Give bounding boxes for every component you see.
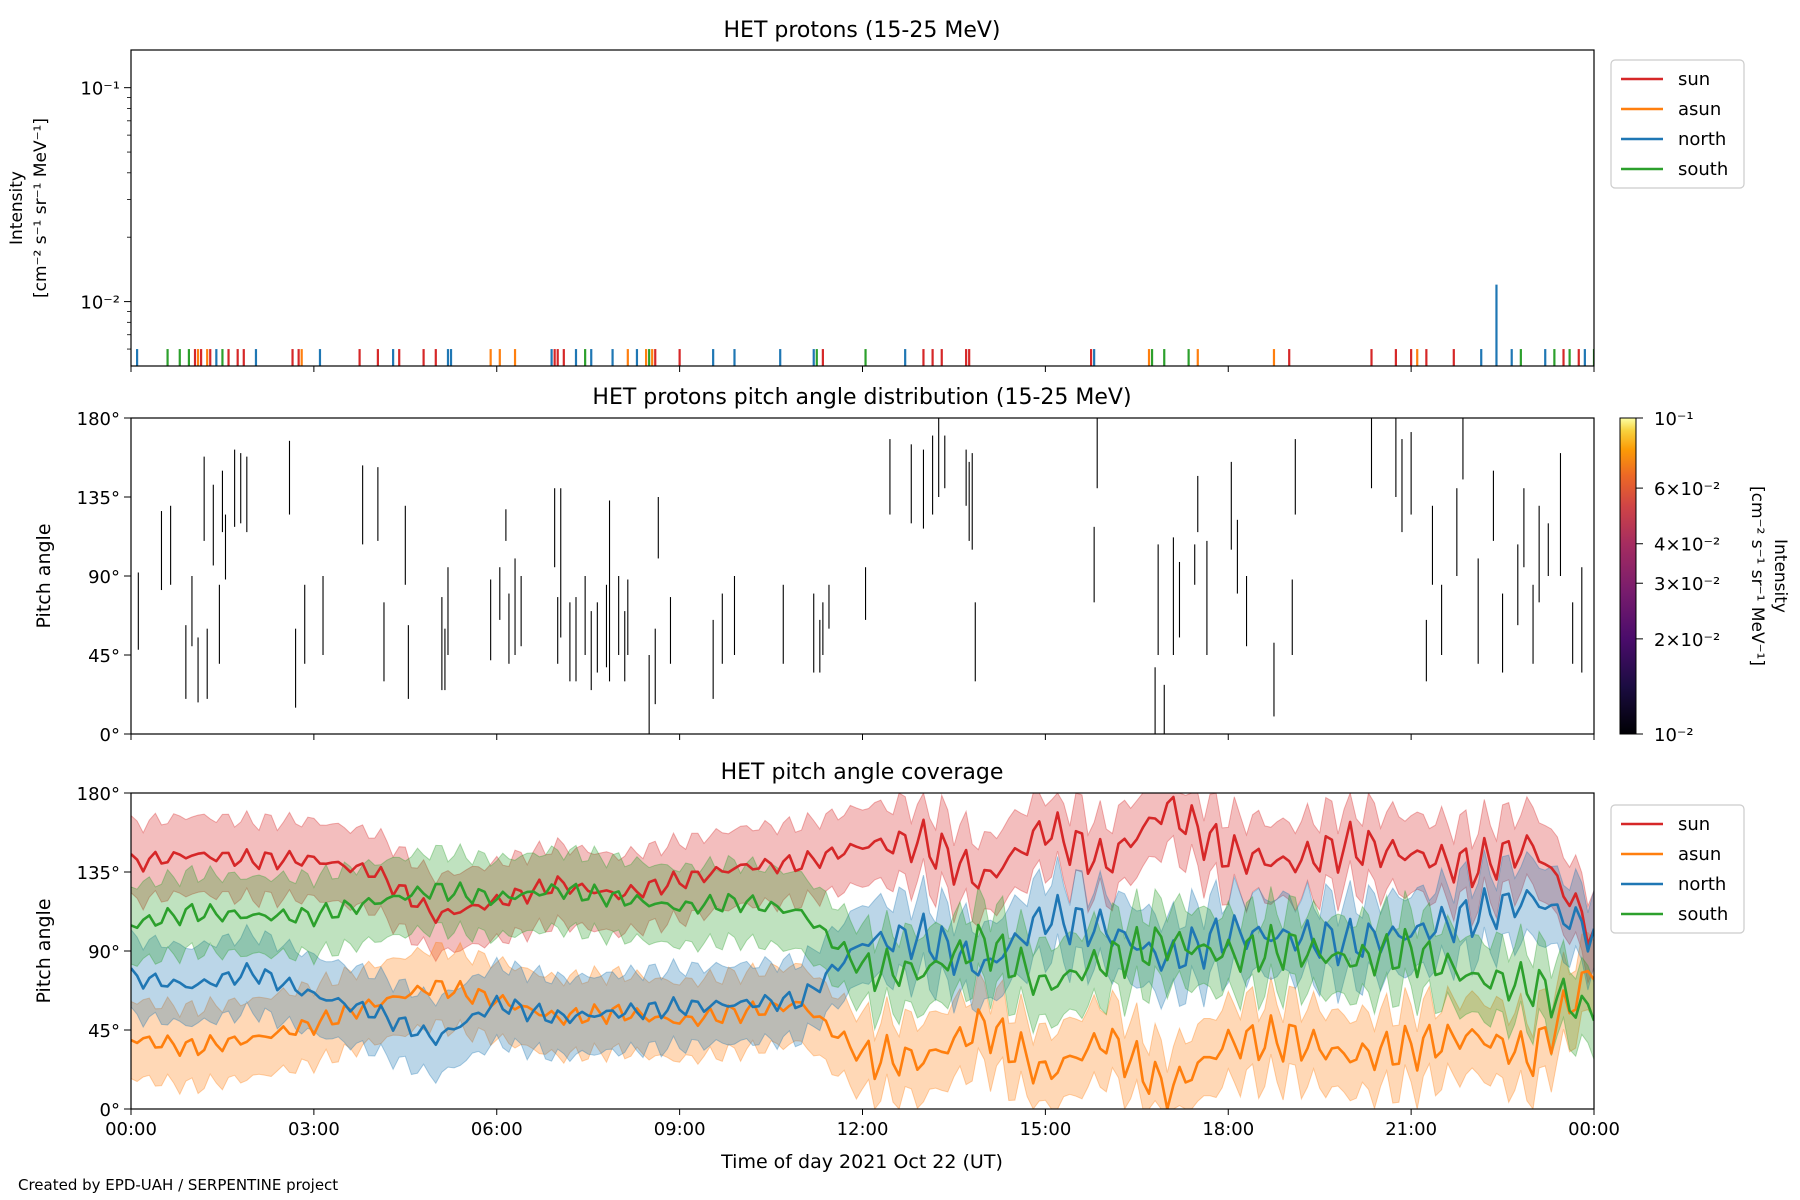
- y-tick-label: 180°: [77, 409, 120, 430]
- y-tick-label: 90°: [88, 942, 120, 963]
- colorbar-tick-label: 4×10⁻²: [1654, 535, 1720, 556]
- pad-y-ticks: 0° 45° 90° 135° 180°: [77, 409, 131, 746]
- intensity-y-ticks: 10⁻¹ 10⁻²: [80, 79, 131, 350]
- y-tick-label: 0°: [100, 725, 120, 746]
- colorbar-label-line1: Intensity: [1770, 539, 1790, 613]
- pad-x-ticks: [130, 734, 1595, 740]
- pad-axes-frame: [130, 417, 1595, 735]
- intensity-x-ticks: [130, 366, 1595, 372]
- y-tick-label: 10⁻²: [80, 293, 120, 314]
- legend-box: [1610, 804, 1745, 934]
- y-tick-label: 180°: [77, 784, 120, 805]
- intensity-ylabel-line1: Intensity: [7, 171, 27, 245]
- y-tick-label: 45°: [88, 1021, 120, 1042]
- pad-ylabel: Pitch angle: [33, 523, 55, 628]
- x-tick-label: 15:00: [1019, 1119, 1071, 1140]
- colorbar-tick-label: 3×10⁻²: [1654, 574, 1720, 595]
- pad-cells: [137, 418, 1583, 734]
- colorbar-tick-label: 10⁻¹: [1654, 409, 1694, 430]
- legend-label-asun: asun: [1678, 99, 1721, 120]
- pad-panel-title: HET protons pitch angle distribution (15…: [592, 385, 1131, 410]
- y-tick-label: 90°: [88, 567, 120, 588]
- pad-panel: HET protons pitch angle distribution (15…: [33, 385, 1790, 746]
- coverage-band-sun: [131, 793, 1594, 985]
- x-tick-label: 00:00: [105, 1119, 157, 1140]
- coverage-line-north: [131, 887, 1594, 1046]
- legend-label-sun: sun: [1678, 69, 1710, 90]
- x-tick-label: 00:00: [1568, 1119, 1620, 1140]
- intensity-legend: sun asun north south: [1610, 59, 1745, 189]
- colorbar-tick-label: 10⁻²: [1654, 725, 1694, 746]
- intensity-panel: HET protons (15-25 MeV) 10⁻¹ 10⁻² Intensi…: [7, 18, 1745, 372]
- colorbar-tick-label: 6×10⁻²: [1654, 479, 1720, 500]
- legend-label-south: south: [1678, 159, 1728, 180]
- coverage-legend: sun asun north south: [1610, 804, 1745, 934]
- legend-label-sun: sun: [1678, 814, 1710, 835]
- coverage-band-asun: [131, 931, 1594, 1109]
- y-tick-label: 135°: [77, 488, 120, 509]
- coverage-line-sun: [131, 795, 1594, 946]
- x-tick-label: 09:00: [654, 1119, 706, 1140]
- x-axis-label: Time of day 2021 Oct 22 (UT): [720, 1151, 1003, 1173]
- coverage-x-ticks: 00:00 03:00 06:00 09:00 12:00 15:00 18:00 21:00…: [105, 1109, 1620, 1140]
- colorbar-label-line2: [cm⁻² s⁻¹ sr⁻¹ MeV⁻¹]: [1747, 486, 1767, 666]
- y-tick-label: 10⁻¹: [80, 79, 120, 100]
- legend-label-north: north: [1678, 129, 1726, 150]
- x-tick-label: 21:00: [1385, 1119, 1437, 1140]
- intensity-bars: [135, 284, 1594, 366]
- coverage-band-north: [131, 849, 1594, 1085]
- coverage-ylabel: Pitch angle: [33, 898, 55, 1003]
- colorbar-ticks: 10⁻¹ 6×10⁻² 4×10⁻² 3×10⁻² 2×10⁻² 10⁻²: [1636, 409, 1720, 746]
- coverage-panel-title: HET pitch angle coverage: [721, 760, 1004, 785]
- legend-label-asun: asun: [1678, 844, 1721, 865]
- x-tick-label: 06:00: [471, 1119, 523, 1140]
- intensity-ylabel-line2: [cm⁻² s⁻¹ sr⁻¹ MeV⁻¹]: [31, 118, 51, 298]
- colorbar: [1619, 417, 1637, 735]
- legend-label-south: south: [1678, 904, 1728, 925]
- coverage-line-south: [131, 881, 1594, 1022]
- intensity-panel-title: HET protons (15-25 MeV): [724, 18, 1001, 43]
- colorbar-tick-label: 2×10⁻²: [1654, 630, 1720, 651]
- y-tick-label: 135°: [77, 863, 120, 884]
- coverage-panel: HET pitch angle coverage 0° 45° 90° 135° 180…: [33, 760, 1745, 1173]
- y-tick-label: 0°: [100, 1100, 120, 1121]
- y-tick-label: 45°: [88, 646, 120, 667]
- coverage-line-asun: [131, 969, 1594, 1109]
- coverage-y-ticks: 0° 45° 90° 135° 180°: [77, 784, 131, 1121]
- x-tick-label: 18:00: [1202, 1119, 1254, 1140]
- x-tick-label: 12:00: [837, 1119, 889, 1140]
- intensity-axes-frame: [130, 49, 1595, 367]
- legend-label-north: north: [1678, 874, 1726, 895]
- x-tick-label: 03:00: [288, 1119, 340, 1140]
- legend-box: [1610, 59, 1745, 189]
- footer-credit: Created by EPD-UAH / SERPENTINE project: [18, 1176, 339, 1194]
- coverage-plot: [131, 793, 1594, 1109]
